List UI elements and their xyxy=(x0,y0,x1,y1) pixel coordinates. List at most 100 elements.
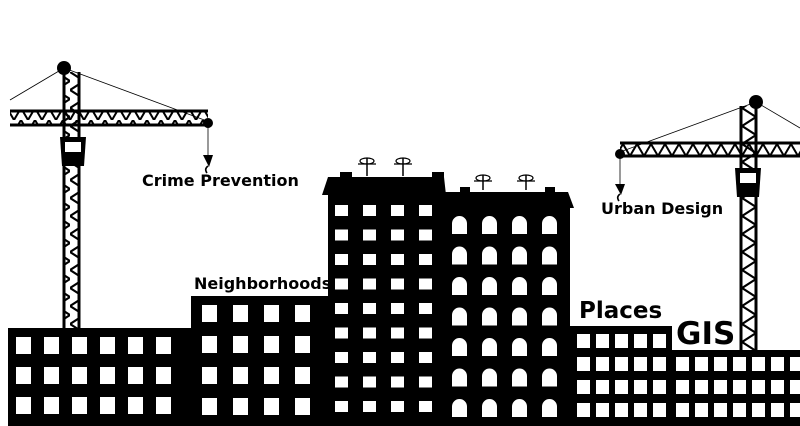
window xyxy=(695,357,708,371)
window xyxy=(295,336,310,353)
window xyxy=(363,352,376,363)
window xyxy=(72,337,87,354)
window xyxy=(419,303,432,314)
window xyxy=(653,334,666,348)
window xyxy=(295,305,310,322)
window xyxy=(391,327,404,339)
window xyxy=(695,380,708,394)
left-crane-icon xyxy=(9,61,213,330)
window xyxy=(542,368,557,387)
window xyxy=(156,337,171,354)
window xyxy=(482,399,497,417)
window xyxy=(233,305,248,322)
window xyxy=(452,277,467,295)
window xyxy=(676,403,689,417)
window xyxy=(391,229,404,241)
window xyxy=(596,380,609,394)
window xyxy=(790,357,800,371)
window xyxy=(615,334,628,348)
window xyxy=(596,334,609,348)
window xyxy=(634,334,647,348)
window xyxy=(752,380,765,394)
window xyxy=(615,403,628,417)
window xyxy=(100,397,115,414)
building-left xyxy=(8,328,192,426)
window xyxy=(634,380,647,394)
window xyxy=(452,246,467,265)
window xyxy=(482,216,497,234)
window xyxy=(512,399,527,417)
window xyxy=(264,336,279,353)
tower-two-roof xyxy=(444,187,574,208)
window xyxy=(264,367,279,384)
window xyxy=(391,352,404,363)
window xyxy=(233,336,248,353)
antenna-icon xyxy=(474,174,492,190)
window xyxy=(363,327,376,339)
window xyxy=(615,357,628,371)
window xyxy=(295,398,310,415)
window xyxy=(542,277,557,295)
window xyxy=(44,337,59,354)
tower-one-roof xyxy=(322,172,446,195)
crime-prevention-label: Crime Prevention xyxy=(142,171,299,190)
neighborhoods-label: Neighborhoods xyxy=(194,274,332,293)
window xyxy=(363,229,376,241)
antenna-icon xyxy=(358,157,376,176)
window xyxy=(577,380,590,394)
window xyxy=(771,380,784,394)
window xyxy=(72,397,87,414)
window xyxy=(419,327,432,339)
window xyxy=(335,254,348,265)
window xyxy=(482,368,497,387)
window xyxy=(16,367,31,384)
window xyxy=(100,367,115,384)
window xyxy=(419,278,432,290)
window xyxy=(771,403,784,417)
right-crane-icon xyxy=(615,95,800,356)
antenna-icon xyxy=(517,174,535,190)
window xyxy=(100,337,115,354)
window xyxy=(233,367,248,384)
window xyxy=(752,403,765,417)
window xyxy=(363,303,376,314)
window xyxy=(391,254,404,265)
window xyxy=(733,357,746,371)
building-neighborhoods xyxy=(191,296,328,426)
antenna-icon xyxy=(394,157,412,176)
window xyxy=(542,246,557,265)
window xyxy=(363,376,376,388)
window xyxy=(482,246,497,265)
window xyxy=(452,307,467,326)
window xyxy=(512,277,527,295)
window xyxy=(72,367,87,384)
building-places xyxy=(570,326,672,426)
window xyxy=(202,336,217,353)
window xyxy=(44,397,59,414)
window xyxy=(752,357,765,371)
window xyxy=(542,338,557,356)
window xyxy=(128,367,143,384)
antenna-icons xyxy=(358,157,535,190)
window xyxy=(542,307,557,326)
window xyxy=(695,403,708,417)
window xyxy=(577,357,590,371)
tower-two xyxy=(444,206,570,426)
window xyxy=(714,380,727,394)
window xyxy=(391,205,404,216)
window xyxy=(714,403,727,417)
window xyxy=(202,367,217,384)
window xyxy=(44,367,59,384)
window xyxy=(363,401,376,412)
window xyxy=(419,401,432,412)
gis-label: GIS xyxy=(676,316,736,352)
window xyxy=(452,368,467,387)
window xyxy=(335,205,348,216)
window xyxy=(419,254,432,265)
window xyxy=(676,380,689,394)
window xyxy=(733,403,746,417)
window xyxy=(482,277,497,295)
window xyxy=(653,380,666,394)
window xyxy=(452,338,467,356)
window xyxy=(264,398,279,415)
